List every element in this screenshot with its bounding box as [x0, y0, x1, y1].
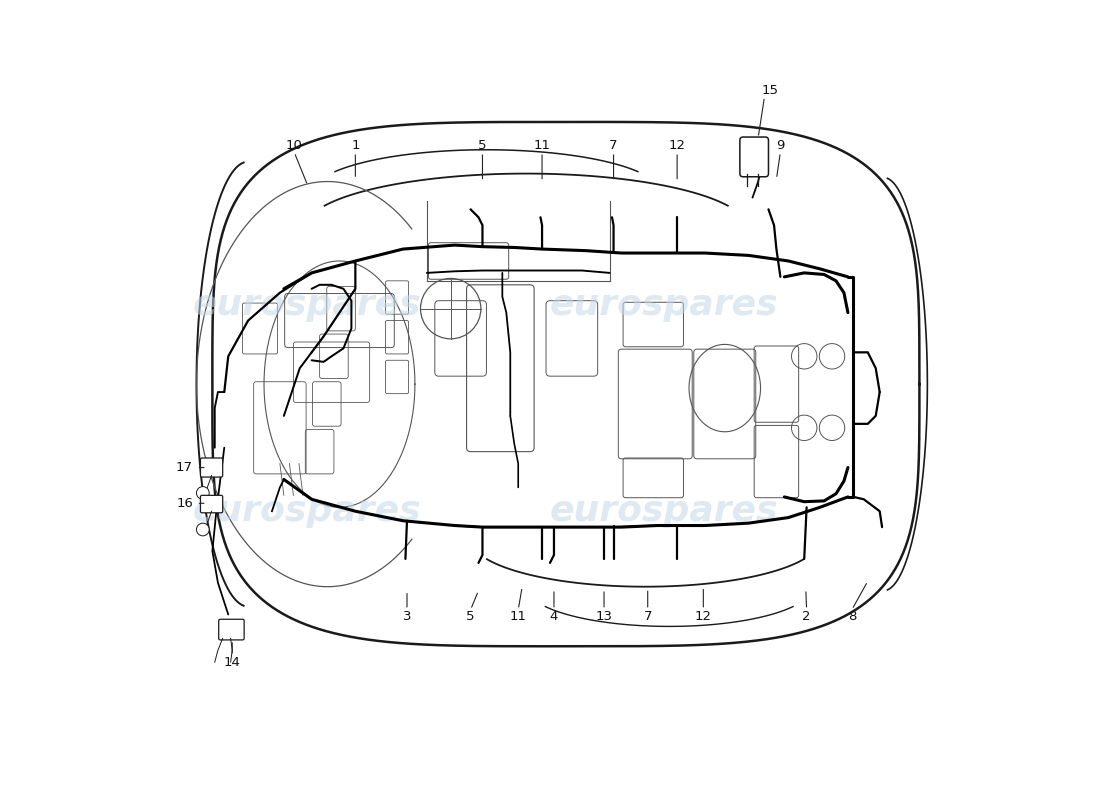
Text: 14: 14 — [223, 656, 241, 669]
Text: 15: 15 — [761, 84, 779, 97]
Text: eurospares: eurospares — [192, 494, 421, 528]
Text: 8: 8 — [848, 610, 856, 622]
Text: 11: 11 — [509, 610, 527, 622]
Text: 5: 5 — [478, 139, 486, 152]
Text: 5: 5 — [466, 610, 475, 622]
Text: 3: 3 — [403, 610, 411, 622]
Text: 10: 10 — [286, 139, 302, 152]
Text: 4: 4 — [550, 610, 558, 622]
Text: eurospares: eurospares — [550, 494, 779, 528]
Circle shape — [197, 486, 209, 499]
Text: 2: 2 — [802, 610, 811, 622]
Text: 11: 11 — [534, 139, 551, 152]
FancyBboxPatch shape — [740, 137, 769, 177]
Text: 7: 7 — [644, 610, 652, 622]
FancyBboxPatch shape — [200, 495, 222, 513]
Text: 12: 12 — [669, 139, 685, 152]
Text: eurospares: eurospares — [550, 288, 779, 322]
FancyBboxPatch shape — [219, 619, 244, 640]
Text: 13: 13 — [595, 610, 613, 622]
FancyBboxPatch shape — [200, 458, 222, 477]
Text: 16: 16 — [176, 497, 192, 510]
Polygon shape — [212, 122, 920, 646]
Text: 17: 17 — [176, 461, 194, 474]
Text: 9: 9 — [777, 139, 784, 152]
Text: 12: 12 — [695, 610, 712, 622]
Text: 7: 7 — [609, 139, 618, 152]
Text: 1: 1 — [351, 139, 360, 152]
Circle shape — [197, 523, 209, 536]
Text: eurospares: eurospares — [192, 288, 421, 322]
